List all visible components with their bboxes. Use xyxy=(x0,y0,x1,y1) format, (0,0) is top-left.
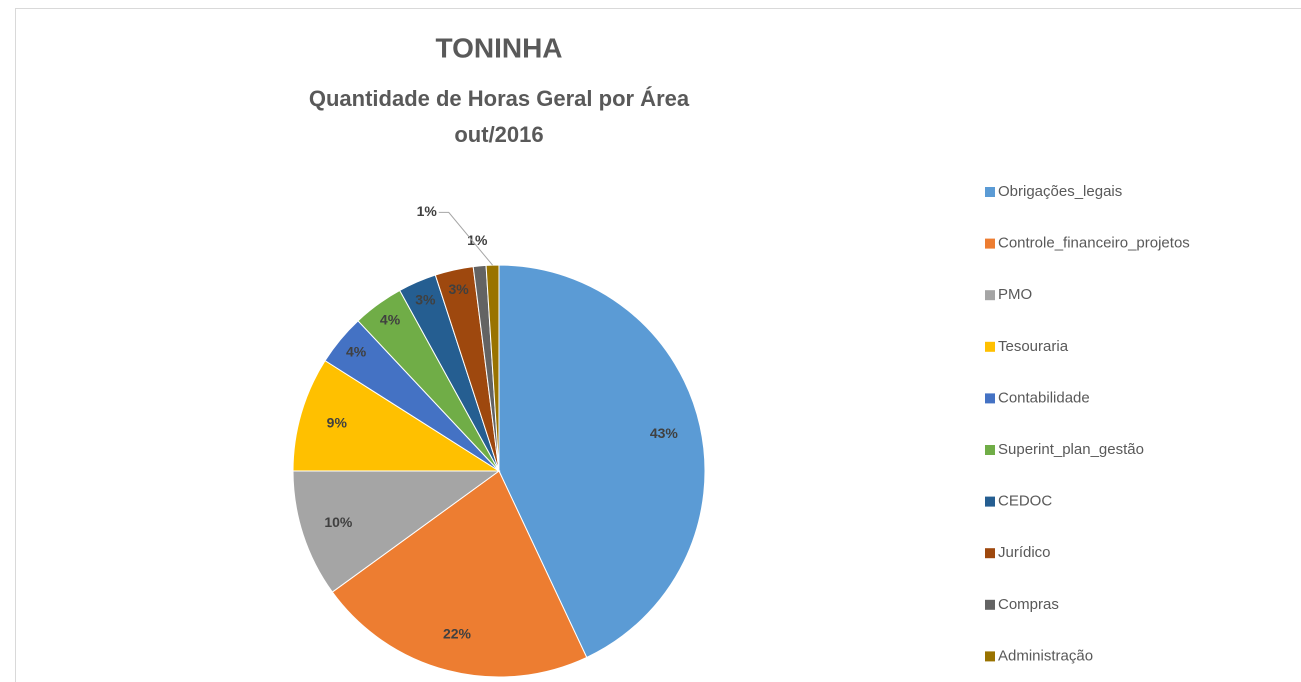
data-label: 3% xyxy=(415,292,436,308)
pie-slice xyxy=(292,359,501,472)
legend-label: Obrigações_legais xyxy=(998,183,1122,200)
legend-swatch xyxy=(985,238,995,249)
legend-swatch xyxy=(985,393,995,404)
legend-swatch xyxy=(985,445,995,455)
legend-label: Contabilidade xyxy=(998,389,1090,406)
legend-label: PMO xyxy=(998,286,1032,303)
legend-label: Administração xyxy=(998,647,1093,664)
data-label: 22% xyxy=(443,625,472,641)
data-label: 43% xyxy=(650,425,679,441)
legend-label: Jurídico xyxy=(998,544,1051,561)
data-label: 10% xyxy=(324,514,353,530)
legend-label: Tesouraria xyxy=(998,338,1069,355)
pie-slice xyxy=(498,264,706,659)
pie-slice xyxy=(331,470,588,678)
legend-label: Controle_financeiro_projetos xyxy=(998,235,1190,252)
legend-swatch xyxy=(985,496,995,507)
legend-swatch xyxy=(985,187,995,197)
legend-label: Compras xyxy=(998,596,1059,613)
legend-swatch xyxy=(985,548,995,559)
data-label: 3% xyxy=(448,281,469,297)
legend-label: CEDOC xyxy=(998,493,1052,510)
chart-subtitle: out/2016 xyxy=(454,122,543,147)
pie-slice xyxy=(292,470,501,593)
chart-subtitle: Quantidade de Horas Geral por Área xyxy=(309,86,690,111)
data-label: 1% xyxy=(467,232,488,248)
data-label: 1% xyxy=(417,203,438,219)
legend-swatch xyxy=(985,599,995,610)
data-label: 9% xyxy=(327,415,348,431)
legend-swatch xyxy=(985,651,995,662)
data-label: 4% xyxy=(346,344,367,360)
legend-swatch xyxy=(985,290,995,301)
leader-line xyxy=(438,211,493,266)
chart-title: TONINHA xyxy=(435,32,562,63)
legend-swatch xyxy=(985,341,995,352)
legend-label: Superint_plan_gestão xyxy=(998,441,1144,458)
data-label: 4% xyxy=(380,312,401,328)
